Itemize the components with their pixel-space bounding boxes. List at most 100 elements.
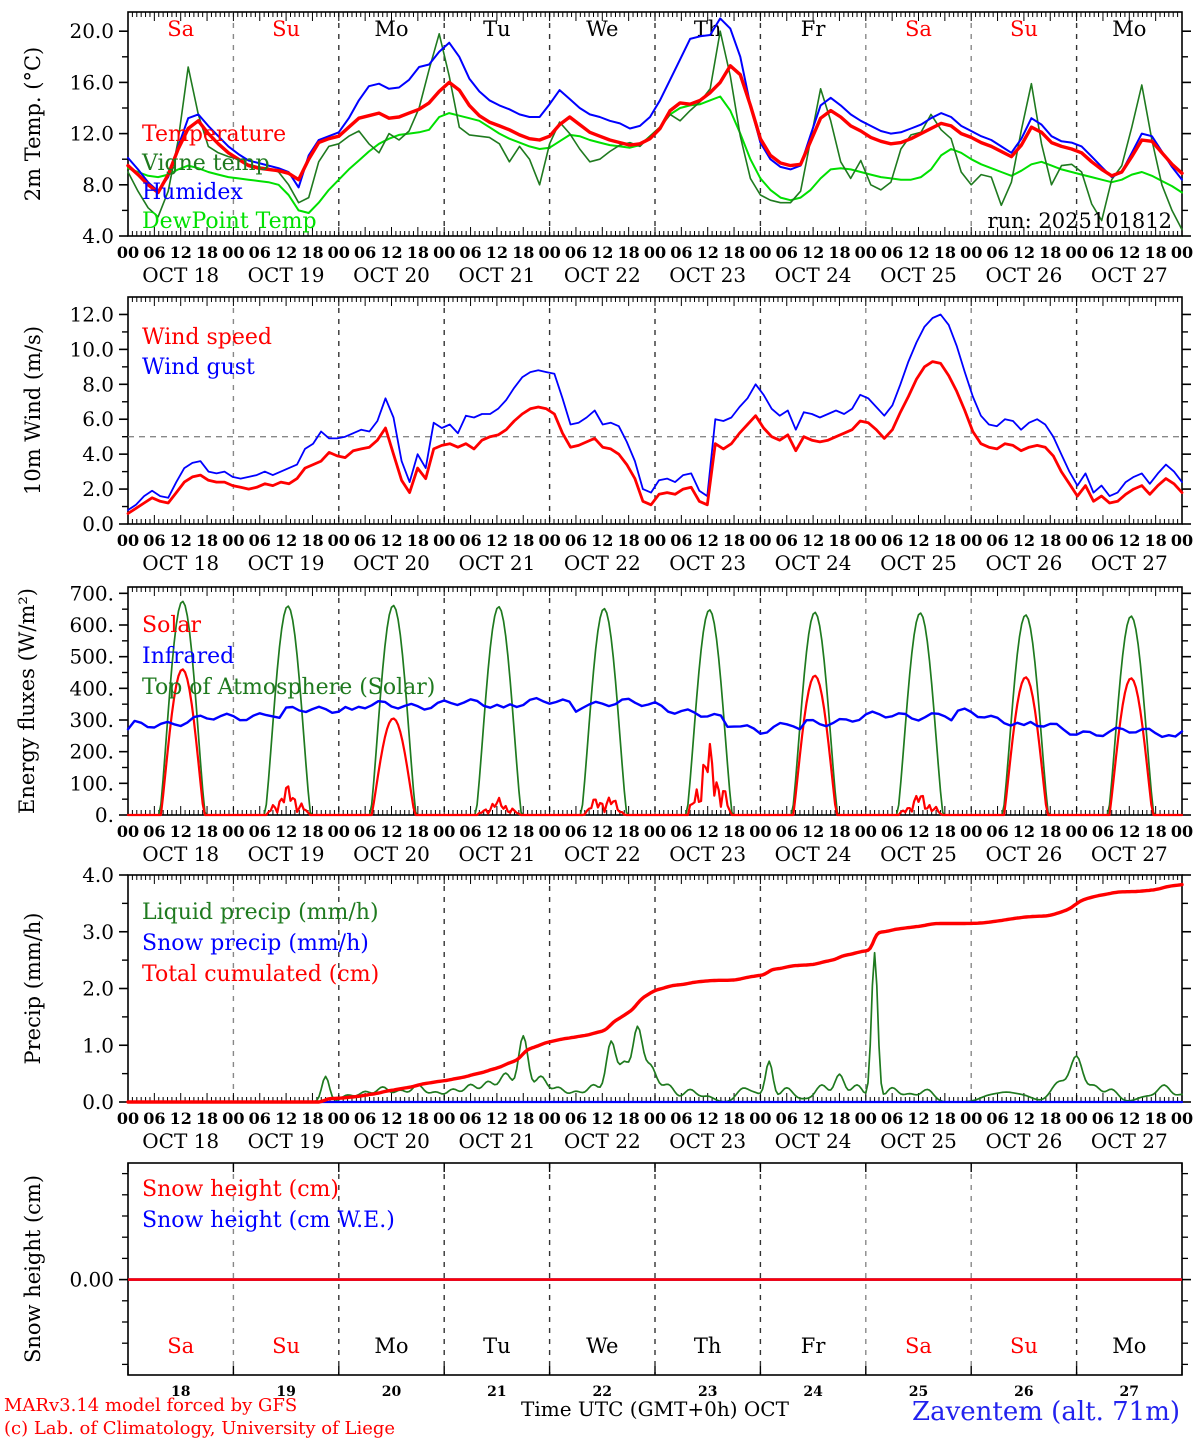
x-hour-label: 18 <box>1039 822 1061 841</box>
x-hour-label: 06 <box>249 1109 271 1128</box>
x-hour-label: 00 <box>1171 822 1193 841</box>
x-hour-label: 12 <box>486 243 508 262</box>
x-hour-label: 12 <box>697 531 719 550</box>
x-hour-label: 12 <box>275 531 297 550</box>
x-date-label: OCT 22 <box>564 263 641 287</box>
x-hour-label: 06 <box>881 531 903 550</box>
day-of-week-label: Fr <box>801 17 827 41</box>
x-hour-label: 00 <box>644 243 666 262</box>
x-hour-label: 18 <box>196 243 218 262</box>
x-hour-label: 00 <box>644 531 666 550</box>
day-of-week-label: Mo <box>1112 17 1146 41</box>
x-hour-label: 00 <box>960 243 982 262</box>
x-hour-label: 00 <box>1065 531 1087 550</box>
x-hour-label: 00 <box>433 243 455 262</box>
x-hour-label: 12 <box>380 531 402 550</box>
day-number-label: 22 <box>593 1384 612 1400</box>
x-date-label: OCT 26 <box>985 1129 1062 1153</box>
x-date-label: OCT 25 <box>880 263 957 287</box>
x-hour-label: 00 <box>960 822 982 841</box>
x-hour-label: 18 <box>301 1109 323 1128</box>
x-hour-label: 18 <box>723 822 745 841</box>
x-date-label: OCT 18 <box>142 551 219 575</box>
x-hour-label: 18 <box>1145 531 1167 550</box>
legend-dewpoint-temp: DewPoint Temp <box>142 209 317 234</box>
day-number-label: 18 <box>171 1384 190 1400</box>
x-hour-label: 06 <box>881 243 903 262</box>
x-hour-label: 06 <box>143 822 165 841</box>
legend-snow-height-cm-: Snow height (cm) <box>142 1177 339 1202</box>
x-hour-label: 18 <box>618 243 640 262</box>
x-hour-label: 00 <box>433 822 455 841</box>
day-of-week-label: Fr <box>801 1334 827 1358</box>
x-hour-label: 06 <box>459 822 481 841</box>
x-hour-label: 12 <box>170 1109 192 1128</box>
x-hour-label: 00 <box>538 822 560 841</box>
y-tick-label: 16.0 <box>69 70 114 94</box>
x-hour-label: 12 <box>802 1109 824 1128</box>
legend-total-cumulated-cm-: Total cumulated (cm) <box>142 962 379 987</box>
legend-temperature: Temperature <box>142 122 286 147</box>
series-total-cumulated <box>126 882 1184 1104</box>
x-hour-label: 00 <box>960 1109 982 1128</box>
footer-copyright-line: (c) Lab. of Climatology, University of L… <box>4 1418 395 1439</box>
x-date-label: OCT 23 <box>669 551 746 575</box>
x-hour-label: 12 <box>380 822 402 841</box>
x-hour-label: 12 <box>1013 243 1035 262</box>
series-infrared <box>126 696 1184 739</box>
x-date-label: OCT 20 <box>353 842 430 866</box>
x-hour-label: 12 <box>1013 1109 1035 1128</box>
day-of-week-label: Sa <box>905 1334 932 1358</box>
y-tick-label: 4.0 <box>82 224 114 248</box>
y-tick-label: 1.0 <box>82 1033 114 1057</box>
y-axis-label: 10m Wind (m/s) <box>21 326 45 495</box>
x-hour-label: 12 <box>170 243 192 262</box>
x-hour-label: 06 <box>249 243 271 262</box>
x-hour-label: 12 <box>1118 1109 1140 1128</box>
x-hour-label: 00 <box>538 1109 560 1128</box>
x-hour-label: 06 <box>459 531 481 550</box>
x-hour-label: 18 <box>828 243 850 262</box>
series-wind-speed <box>126 360 1184 515</box>
x-hour-label: 06 <box>670 243 692 262</box>
y-axis-label: Snow height (cm) <box>21 1175 45 1363</box>
y-axis-label: Precip (mm/h) <box>21 912 45 1064</box>
y-tick-label: 20.0 <box>69 19 114 43</box>
x-hour-label: 18 <box>723 1109 745 1128</box>
day-number-label: 23 <box>698 1384 717 1400</box>
x-hour-label: 12 <box>697 1109 719 1128</box>
x-date-label: OCT 26 <box>985 842 1062 866</box>
x-date-label: OCT 27 <box>1091 263 1168 287</box>
x-date-label: OCT 26 <box>985 551 1062 575</box>
x-hour-label: 18 <box>407 1109 429 1128</box>
x-hour-label: 06 <box>1092 531 1114 550</box>
x-hour-label: 00 <box>1171 243 1193 262</box>
x-hour-label: 12 <box>907 822 929 841</box>
x-date-label: OCT 24 <box>775 551 852 575</box>
x-date-label: OCT 19 <box>248 842 325 866</box>
day-of-week-label: Tu <box>483 17 511 41</box>
y-tick-label: 500. <box>69 645 114 669</box>
x-hour-label: 12 <box>486 822 508 841</box>
x-hour-label: 00 <box>328 531 350 550</box>
x-date-label: OCT 24 <box>775 263 852 287</box>
x-date-label: OCT 18 <box>142 1129 219 1153</box>
x-date-label: OCT 21 <box>458 842 535 866</box>
x-hour-label: 06 <box>459 1109 481 1128</box>
x-hour-label: 06 <box>1092 822 1114 841</box>
x-hour-label: 12 <box>275 1109 297 1128</box>
x-hour-label: 12 <box>907 531 929 550</box>
x-hour-label: 00 <box>1065 1109 1087 1128</box>
x-hour-label: 18 <box>512 243 534 262</box>
station-label: Zaventem (alt. 71m) <box>912 1397 1180 1427</box>
y-tick-label: 400. <box>69 676 114 700</box>
legend-top-of-atmosphere-solar-: Top of Atmosphere (Solar) <box>142 675 435 700</box>
x-date-label: OCT 19 <box>248 1129 325 1153</box>
x-date-label: OCT 20 <box>353 263 430 287</box>
x-hour-label: 18 <box>618 1109 640 1128</box>
x-hour-label: 00 <box>117 822 139 841</box>
day-of-week-label: Su <box>272 1334 300 1358</box>
x-date-label: OCT 21 <box>458 551 535 575</box>
x-hour-label: 06 <box>354 243 376 262</box>
x-hour-label: 12 <box>697 243 719 262</box>
